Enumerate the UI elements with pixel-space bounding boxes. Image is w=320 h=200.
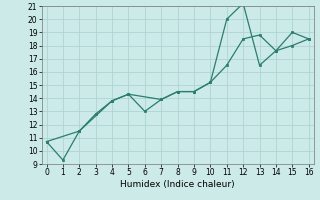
X-axis label: Humidex (Indice chaleur): Humidex (Indice chaleur)	[120, 180, 235, 189]
